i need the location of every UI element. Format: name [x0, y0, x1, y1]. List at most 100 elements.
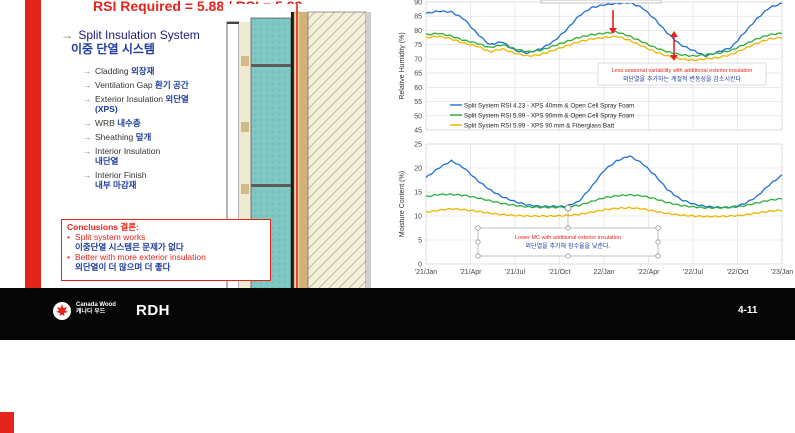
- canada-wood-wordmark: Canada Wood 캐나다 우드: [76, 302, 116, 316]
- system-title-ko: 이중 단열 시스템: [71, 42, 155, 56]
- arrow-icon: →: [83, 94, 92, 104]
- series-line: [425, 1, 783, 58]
- layer-en: Exterior Insulation: [95, 94, 164, 104]
- legend-label: Split System RSI 4.23 - XPS 40mm & Open …: [464, 102, 634, 109]
- x-tick-label: '21/Apr: [460, 269, 483, 276]
- layer-en: Interior Insulation: [95, 146, 161, 156]
- y-tick-label: 20: [414, 166, 422, 173]
- slide-footer: Canada Wood 캐나다 우드 RDH 4-11: [0, 288, 795, 340]
- layer-item: → Exterior Insulation 외단열 (XPS): [83, 94, 189, 114]
- legend-label: Split System RSI 5.99 - XPS 90 mm & Fibe…: [464, 122, 614, 129]
- resize-handle-icon: [655, 225, 661, 231]
- arrowhead-icon: [609, 28, 617, 34]
- layer-en: Sheathing: [95, 132, 134, 142]
- y-tick-label: 90: [414, 0, 422, 7]
- caption-box: [540, 0, 662, 4]
- y-tick-label: 25: [414, 142, 422, 149]
- resize-handle-icon: [475, 253, 481, 259]
- arrow-icon: →: [83, 170, 92, 180]
- y-tick-label: 15: [414, 190, 422, 197]
- x-tick-label: '22/Apr: [638, 269, 661, 276]
- layer-item: → Sheathing 덮개: [83, 132, 189, 142]
- red-marker: [0, 412, 14, 433]
- arrow-icon: →: [83, 146, 92, 156]
- moisture-content-chart: 0 5 10 15 20 25 Moisture Content (%) '21/Jan '21…: [399, 142, 793, 277]
- series-line: [425, 206, 783, 218]
- layer-list: → Cladding 외장재 → Ventilation Gap 환기 공간 → Ex…: [83, 66, 189, 194]
- x-tick-label: '21/Jul: [505, 269, 525, 276]
- arrow-icon: →: [83, 80, 92, 90]
- arrowhead-icon: [670, 55, 678, 61]
- arrow-icon: →: [61, 28, 73, 42]
- annotation-ko: 외단열을 추가해 함수율을 낮춘다.: [526, 242, 611, 250]
- y-axis-label: Relative Humidity (%): [399, 32, 406, 99]
- annotation-en: Lower MC with additional exterior insula…: [515, 235, 621, 241]
- y-tick-label: 65: [414, 71, 422, 78]
- layer-item: → Ventilation Gap 환기 공간: [83, 80, 189, 90]
- x-tick-label: '23/Jan: [771, 269, 793, 276]
- x-tick-label: '21/Oct: [549, 269, 571, 276]
- layer-en: Ventilation Gap: [95, 80, 153, 90]
- series-line: [425, 193, 783, 210]
- arrow-icon: →: [83, 118, 92, 128]
- layer-ko: 덮개: [135, 132, 152, 142]
- relative-humidity-chart: 45 50 55 60 65 70 75 80 85 90 Relative Humidity (%…: [399, 0, 783, 135]
- rdh-logo: RDH: [136, 302, 170, 319]
- annotation-box: [597, 62, 767, 86]
- y-tick-label: 0: [418, 262, 422, 269]
- canada-wood-ko: 캐나다 우드: [76, 309, 106, 315]
- arrowhead-icon: [670, 31, 678, 37]
- conclusion-en: Better with more exterior insulation: [75, 252, 206, 262]
- canada-wood-en: Canada Wood: [76, 302, 116, 308]
- conclusions-box: Conclusions 결론: Split system works 이중단열 …: [61, 219, 271, 281]
- arrow-icon: →: [83, 132, 92, 142]
- y-tick-label: 5: [418, 238, 422, 245]
- conclusions-heading-ko: 결론:: [120, 222, 139, 232]
- y-tick-label: 70: [414, 56, 422, 63]
- layer-ko: 환기 공간: [155, 80, 189, 90]
- conclusion-ko: 외단열이 더 많으며 더 좋다: [75, 262, 171, 272]
- conclusion-item-ko: 이중단열 시스템은 문제가 없다: [67, 242, 265, 252]
- x-tick-label: '22/Jul: [683, 269, 703, 276]
- page-number: 4-11: [738, 305, 758, 316]
- conclusions-heading-en: Conclusions: [67, 222, 119, 232]
- legend-label: Split System RSI 5.99 - XPS 90mm & Open …: [464, 112, 634, 119]
- resize-handle-icon: [655, 253, 661, 259]
- layer-item: → Interior Insulation 내단열: [83, 146, 189, 166]
- series-line: [425, 30, 783, 57]
- layer-extra: (XPS): [95, 104, 118, 114]
- y-tick-label: 85: [414, 14, 422, 21]
- y-tick-label: 60: [414, 85, 422, 92]
- layer-en: WRB: [95, 118, 115, 128]
- y-axis-label: Moisture Content (%): [399, 171, 406, 237]
- layer-ko: 외장재: [130, 66, 155, 76]
- resize-handle-icon: [475, 225, 481, 231]
- system-title: → Split Insulation System 이중 단열 시스템: [61, 28, 200, 56]
- system-title-en: Split Insulation System: [78, 28, 200, 42]
- layer-item: → Interior Finish 내부 마감재: [83, 170, 189, 190]
- arrow-icon: →: [83, 66, 92, 76]
- conclusion-item-ko: 외단열이 더 많으며 더 좋다: [67, 262, 265, 272]
- conclusion-item: Split system works: [67, 232, 265, 242]
- layer-ko: 내수층: [117, 118, 141, 128]
- layer-ko: 외단열: [165, 94, 189, 104]
- layer-item: → WRB 내수층: [83, 118, 189, 128]
- x-tick-label: '22/Oct: [727, 269, 749, 276]
- x-tick-label: 22/Jan: [593, 269, 614, 276]
- layer-ko: 내부 마감재: [95, 180, 137, 190]
- slide: RSI Required = 5.88 / RSI = 5.88 → Split…: [25, 0, 795, 340]
- canada-wood-logo-icon: [53, 302, 71, 320]
- layer-en: Interior Finish: [95, 170, 147, 180]
- resize-handle-icon: [565, 253, 571, 259]
- y-tick-label: 55: [414, 99, 422, 106]
- series-line: [425, 35, 783, 62]
- annotation-ko: 외단열을 추가하는 계절적 변동성을 감소시킨다: [623, 75, 742, 83]
- resize-handle-icon: [475, 239, 481, 245]
- pointer-handle-icon: [564, 204, 572, 212]
- y-tick-label: 50: [414, 113, 422, 120]
- x-tick-label: '21/Jan: [415, 269, 437, 276]
- slide-accent-strip: [25, 0, 41, 288]
- y-tick-label: 75: [414, 42, 422, 49]
- conclusion-ko: 이중단열 시스템은 문제가 없다: [75, 242, 184, 252]
